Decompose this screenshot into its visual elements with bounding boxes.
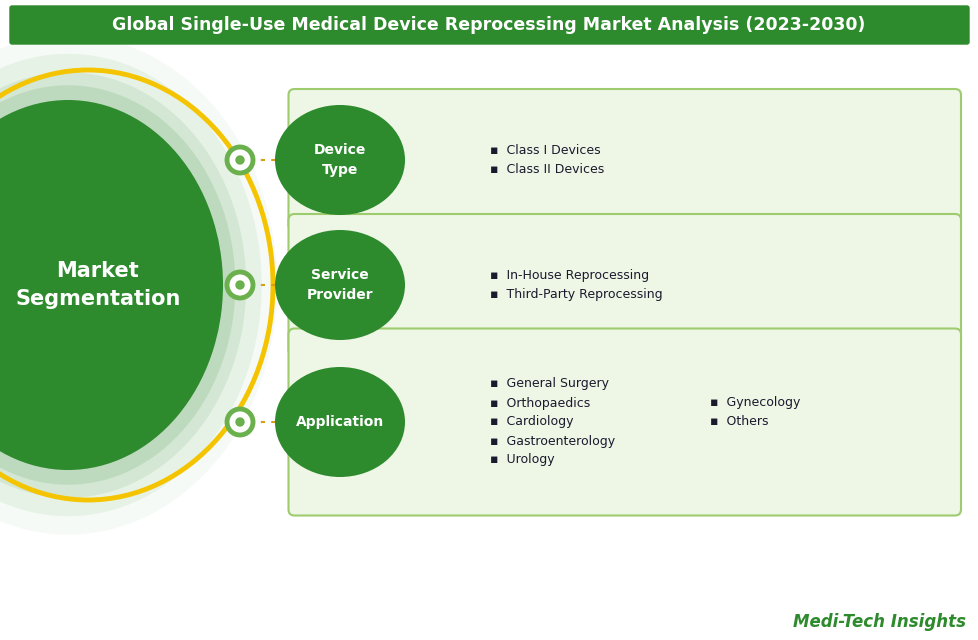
Text: ▪  Urology: ▪ Urology	[490, 454, 555, 467]
Circle shape	[236, 281, 244, 289]
Circle shape	[227, 147, 252, 173]
Text: Device
Type: Device Type	[314, 143, 366, 177]
Text: ▪  Orthopaedics: ▪ Orthopaedics	[490, 397, 590, 410]
FancyBboxPatch shape	[289, 328, 960, 515]
FancyBboxPatch shape	[10, 6, 968, 44]
Ellipse shape	[0, 100, 223, 470]
Circle shape	[236, 418, 244, 426]
FancyBboxPatch shape	[289, 214, 960, 356]
Text: ▪  Class I Devices: ▪ Class I Devices	[490, 144, 600, 157]
FancyBboxPatch shape	[289, 89, 960, 231]
Ellipse shape	[0, 85, 235, 485]
Text: Medi-Tech Insights: Medi-Tech Insights	[793, 613, 965, 631]
Ellipse shape	[0, 72, 246, 498]
Text: ▪  Cardiology: ▪ Cardiology	[490, 415, 573, 429]
Text: ▪  Others: ▪ Others	[709, 415, 768, 428]
Ellipse shape	[275, 230, 405, 340]
Text: ▪  Gastroenterology: ▪ Gastroenterology	[490, 435, 614, 447]
Circle shape	[227, 272, 252, 298]
Text: Service
Provider: Service Provider	[306, 268, 373, 301]
Text: ▪  Third-Party Reprocessing: ▪ Third-Party Reprocessing	[490, 288, 662, 301]
Text: Global Single-Use Medical Device Reprocessing Market Analysis (2023-2030): Global Single-Use Medical Device Reproce…	[112, 16, 865, 34]
Circle shape	[236, 156, 244, 164]
Ellipse shape	[275, 367, 405, 477]
Text: ▪  General Surgery: ▪ General Surgery	[490, 378, 608, 390]
Text: ▪  Class II Devices: ▪ Class II Devices	[490, 163, 603, 176]
Text: Application: Application	[295, 415, 383, 429]
Text: Market
Segmentation: Market Segmentation	[16, 261, 181, 309]
Text: ▪  Gynecology: ▪ Gynecology	[709, 396, 800, 409]
Circle shape	[227, 409, 252, 435]
Text: ▪  In-House Reprocessing: ▪ In-House Reprocessing	[490, 269, 648, 282]
Ellipse shape	[275, 105, 405, 215]
Ellipse shape	[0, 54, 261, 516]
